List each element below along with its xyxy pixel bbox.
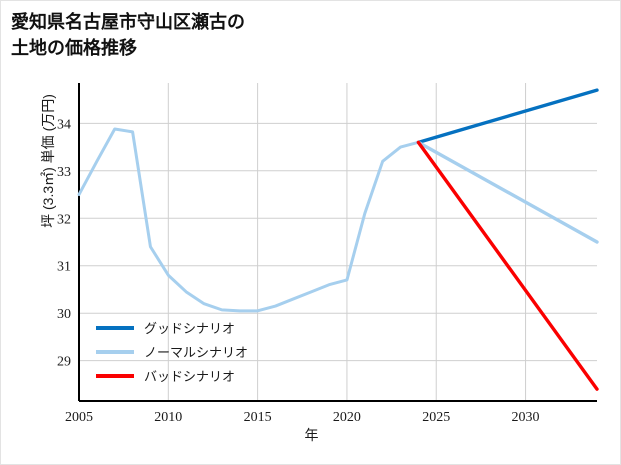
- chart-title: 愛知県名古屋市守山区瀬古の 土地の価格推移: [11, 12, 245, 59]
- series-line-ノーマルシナリオ: [416, 140, 599, 244]
- legend-label: ノーマルシナリオ: [144, 345, 248, 360]
- y-tick-label: 30: [57, 307, 71, 322]
- y-tick-label: 32: [57, 212, 71, 227]
- data-series: [77, 88, 599, 391]
- legend-label: グッドシナリオ: [144, 321, 235, 336]
- x-axis-label: 年: [304, 427, 319, 443]
- x-tick-label: 2005: [65, 410, 93, 425]
- x-tick-label: 2015: [244, 410, 272, 425]
- x-tick-label: 2010: [154, 410, 182, 425]
- series-line-グッドシナリオ: [416, 88, 599, 145]
- y-tick-label: 33: [57, 165, 71, 180]
- series-line-実績: [77, 127, 420, 313]
- y-tick-label: 31: [57, 260, 71, 275]
- x-tick-label: 2020: [333, 410, 361, 425]
- series-line-バッドシナリオ: [416, 140, 599, 391]
- x-tick-label: 2025: [422, 410, 450, 425]
- y-tick-label: 34: [57, 117, 71, 132]
- y-tick-label: 29: [57, 355, 71, 370]
- legend-label: バッドシナリオ: [144, 369, 235, 384]
- x-axis-ticks: 2005 2010 2015 2020 2025 2030: [65, 410, 540, 425]
- y-axis-ticks: 29 30 31 32 33 34: [57, 117, 71, 369]
- y-axis-label: 坪 (3.3㎡) 単価 (万円): [40, 94, 56, 228]
- x-tick-label: 2030: [512, 410, 540, 425]
